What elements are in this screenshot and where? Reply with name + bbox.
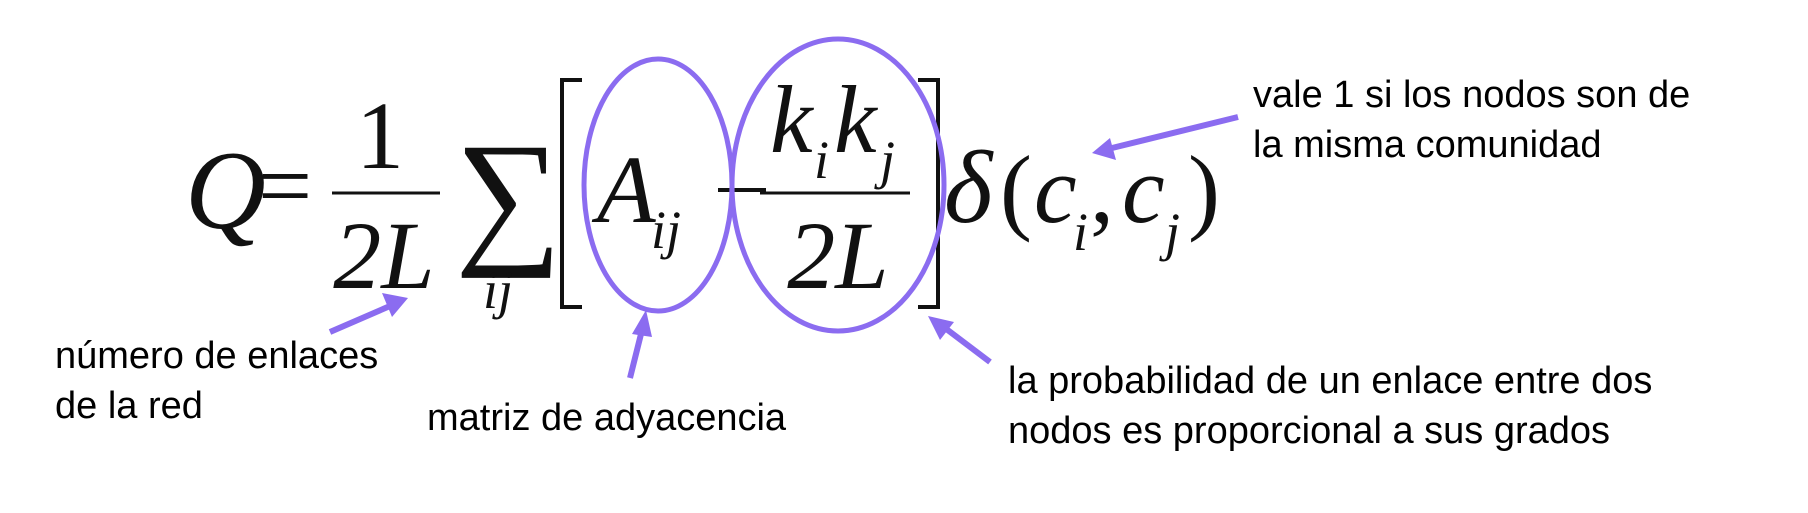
close-paren: ) <box>1188 136 1220 243</box>
degree-k-i: k <box>770 66 815 173</box>
probability-annotation: la probabilidad de un enlace entre dos n… <box>1008 356 1652 456</box>
equals-sign: = <box>258 132 312 239</box>
links-annotation-line-1: número de enlaces <box>55 335 379 377</box>
summation-sign: ∑ <box>455 113 562 279</box>
left-bracket <box>560 78 582 309</box>
adjacency-symbol: A <box>591 136 656 243</box>
community-arrowhead <box>1092 138 1116 160</box>
community-arrow-line <box>1111 114 1239 151</box>
community-c-i: c <box>1034 136 1077 243</box>
community-annotation-line-1: vale 1 si los nodos son de <box>1253 74 1691 116</box>
links-annotation-line-2: de la red <box>55 385 203 427</box>
adjacency-subscript: ij <box>651 200 681 260</box>
links-annotation: número de enlaces de la red <box>55 331 378 431</box>
right-bracket <box>918 78 940 309</box>
open-paren: ( <box>1000 136 1032 243</box>
community-c-i-subscript: i <box>1073 202 1088 262</box>
q-symbol: Q <box>185 129 266 253</box>
probability-arrowhead <box>928 316 954 340</box>
fraction-2-denominator: 2L <box>787 202 888 309</box>
probability-arrow-line <box>943 325 992 365</box>
fraction-1-denominator: 2L <box>333 202 434 309</box>
links-arrow-line <box>328 303 392 335</box>
community-annotation: vale 1 si los nodos son de la misma comu… <box>1253 70 1690 170</box>
probability-annotation-line-2: nodos es proporcional a sus grados <box>1008 410 1611 452</box>
delta-symbol: δ <box>944 130 994 245</box>
links-arrowhead <box>382 293 408 317</box>
fraction-1-numerator: 1 <box>356 82 404 189</box>
community-c-j: c <box>1122 136 1165 243</box>
summation-index: ij <box>483 260 513 320</box>
adjacency-annotation-text: matriz de adyacencia <box>427 397 787 439</box>
community-annotation-line-2: la misma comunidad <box>1253 124 1602 166</box>
adjacency-arrowhead <box>632 310 652 337</box>
adjacency-arrow-line <box>627 329 645 379</box>
degree-k-j-subscript: j <box>874 130 895 190</box>
community-c-j-subscript: j <box>1159 202 1180 262</box>
probability-highlight-ellipse <box>729 36 947 334</box>
degree-k-j: k <box>834 66 879 173</box>
degree-k-i-subscript: i <box>814 130 829 190</box>
probability-annotation-line-1: la probabilidad de un enlace entre dos <box>1008 360 1653 402</box>
adjacency-annotation: matriz de adyacencia <box>427 393 786 443</box>
